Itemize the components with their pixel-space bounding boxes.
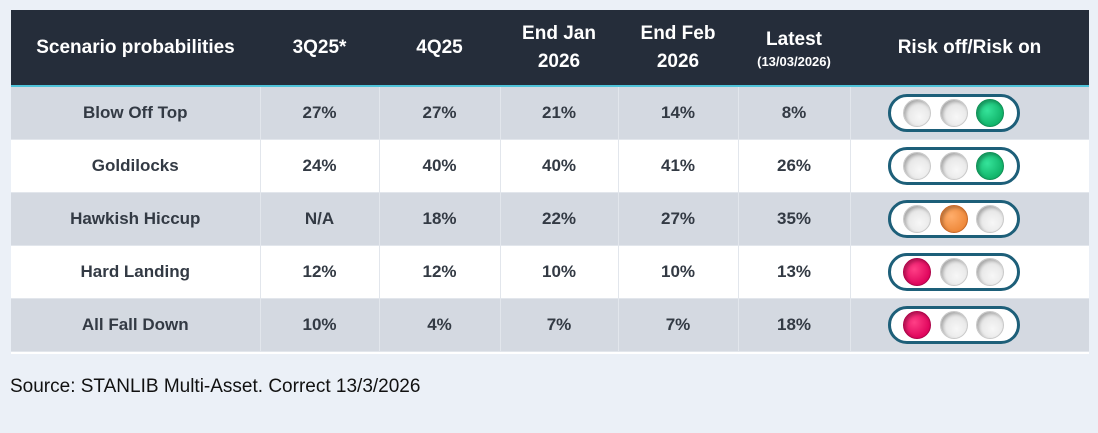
traffic-light bbox=[887, 199, 1020, 238]
value-end-feb: 41% bbox=[618, 139, 739, 193]
header-end-jan-line1: End Jan bbox=[522, 22, 596, 44]
traffic-light bbox=[887, 252, 1020, 291]
header-end-jan: End Jan 2026 bbox=[500, 10, 618, 86]
header-end-jan-line2: 2026 bbox=[537, 50, 581, 72]
traffic-light bbox=[887, 305, 1020, 344]
scenario-name: Hawkish Hiccup bbox=[11, 192, 261, 246]
value-latest: 26% bbox=[738, 139, 851, 193]
risk-cell bbox=[850, 298, 1089, 352]
value-3q25: 27% bbox=[260, 86, 380, 140]
green-light-icon bbox=[976, 98, 1005, 127]
amber-light-icon bbox=[939, 204, 968, 233]
risk-cell bbox=[850, 192, 1089, 246]
table-row: All Fall Down 10% 4% 7% 7% 18% bbox=[11, 298, 1089, 352]
value-end-jan: 10% bbox=[500, 245, 619, 299]
scenario-table: Scenario probabilities 3Q25* 4Q25 End Ja… bbox=[11, 10, 1089, 352]
scenario-name: All Fall Down bbox=[11, 298, 261, 352]
value-end-feb: 7% bbox=[618, 298, 739, 352]
risk-cell bbox=[850, 139, 1089, 193]
red-light-icon bbox=[903, 257, 932, 286]
value-4q25: 40% bbox=[379, 139, 501, 193]
light-off-icon bbox=[939, 257, 968, 286]
table-row: Goldilocks 24% 40% 40% 41% 26% bbox=[11, 139, 1089, 193]
header-end-feb: End Feb 2026 bbox=[618, 10, 738, 86]
light-off-icon bbox=[903, 204, 932, 233]
header-end-feb-line2: 2026 bbox=[656, 50, 700, 72]
light-off-icon bbox=[976, 257, 1005, 286]
table-row: Hard Landing 12% 12% 10% 10% 13% bbox=[11, 245, 1089, 299]
value-latest: 8% bbox=[738, 86, 851, 140]
value-end-feb: 27% bbox=[618, 192, 739, 246]
value-4q25: 12% bbox=[379, 245, 501, 299]
header-latest-date: (13/03/2026) bbox=[757, 53, 831, 69]
light-off-icon bbox=[939, 98, 968, 127]
header-4q25: 4Q25 bbox=[416, 36, 463, 58]
header-end-feb-line1: End Feb bbox=[640, 22, 716, 44]
light-off-icon bbox=[976, 204, 1005, 233]
value-latest: 13% bbox=[738, 245, 851, 299]
value-end-jan: 22% bbox=[500, 192, 619, 246]
value-end-jan: 7% bbox=[500, 298, 619, 352]
risk-cell bbox=[850, 245, 1089, 299]
header-row: Scenario probabilities 3Q25* 4Q25 End Ja… bbox=[11, 10, 1089, 86]
table-row: Hawkish Hiccup N/A 18% 22% 27% 35% bbox=[11, 192, 1089, 246]
table-row: Blow Off Top 27% 27% 21% 14% 8% bbox=[11, 86, 1089, 140]
value-3q25: 12% bbox=[260, 245, 380, 299]
header-latest: Latest (13/03/2026) bbox=[738, 10, 850, 86]
value-end-jan: 40% bbox=[500, 139, 619, 193]
value-4q25: 4% bbox=[379, 298, 501, 352]
value-3q25: 24% bbox=[260, 139, 380, 193]
traffic-light bbox=[887, 93, 1020, 132]
value-end-jan: 21% bbox=[500, 86, 619, 140]
scenario-name: Goldilocks bbox=[11, 139, 261, 193]
value-3q25: 10% bbox=[260, 298, 380, 352]
source-note: Source: STANLIB Multi-Asset. Correct 13/… bbox=[10, 376, 421, 397]
light-off-icon bbox=[903, 98, 932, 127]
traffic-light bbox=[887, 146, 1020, 185]
value-4q25: 18% bbox=[379, 192, 501, 246]
light-off-icon bbox=[939, 151, 968, 180]
value-end-feb: 14% bbox=[618, 86, 739, 140]
header-risk: Risk off/Risk on bbox=[897, 36, 1042, 58]
value-end-feb: 10% bbox=[618, 245, 739, 299]
scenario-probabilities-table: Scenario probabilities 3Q25* 4Q25 End Ja… bbox=[11, 10, 1089, 354]
header-latest-label: Latest bbox=[766, 28, 822, 50]
red-light-icon bbox=[903, 310, 932, 339]
header-scenario: Scenario probabilities bbox=[36, 36, 235, 58]
value-3q25: N/A bbox=[260, 192, 380, 246]
header-3q25: 3Q25* bbox=[292, 36, 347, 58]
light-off-icon bbox=[976, 310, 1005, 339]
scenario-name: Hard Landing bbox=[11, 245, 261, 299]
value-4q25: 27% bbox=[379, 86, 501, 140]
value-latest: 18% bbox=[738, 298, 851, 352]
risk-cell bbox=[850, 86, 1089, 140]
value-latest: 35% bbox=[738, 192, 851, 246]
green-light-icon bbox=[976, 151, 1005, 180]
scenario-name: Blow Off Top bbox=[11, 86, 261, 140]
light-off-icon bbox=[939, 310, 968, 339]
light-off-icon bbox=[903, 151, 932, 180]
